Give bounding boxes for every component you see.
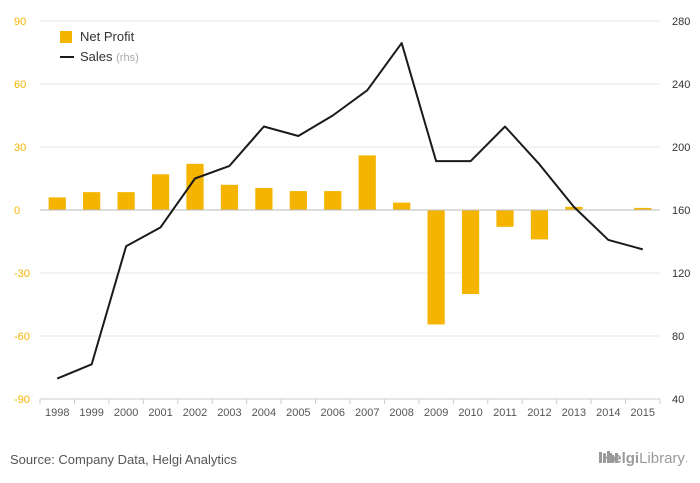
- bar: [220, 184, 239, 210]
- legend-swatch-net-profit: [60, 31, 72, 43]
- x-tick-label: 2002: [183, 407, 207, 419]
- y-left-tick-label: 60: [14, 79, 26, 91]
- legend-label-net-profit: Net Profit: [80, 29, 135, 44]
- y-left-tick-label: -30: [14, 268, 30, 280]
- y-left-tick-label: 90: [14, 16, 26, 28]
- bar: [461, 210, 480, 294]
- x-tick-label: 2015: [631, 407, 655, 419]
- x-tick-label: 2000: [114, 407, 138, 419]
- source-note: Source: Company Data, Helgi Analytics: [10, 452, 237, 467]
- bar: [151, 174, 170, 210]
- bar: [496, 210, 514, 227]
- sales-line: [56, 42, 644, 380]
- x-tick-label: 2009: [424, 407, 448, 419]
- legend-label-sales: Sales (rhs): [80, 49, 139, 64]
- bar: [186, 163, 204, 210]
- bar: [565, 206, 583, 210]
- y-right-tick-label: 280: [672, 16, 690, 28]
- x-tick-label: 2001: [148, 407, 172, 419]
- x-tick-label: 2008: [389, 407, 413, 419]
- x-tick-label: 2003: [217, 407, 241, 419]
- bar: [117, 192, 135, 210]
- legend-label-sales-suffix: (rhs): [116, 52, 139, 64]
- y-left-tick-label: 30: [14, 142, 26, 154]
- y-right-tick-label: 200: [672, 142, 690, 154]
- x-tick-label: 2014: [596, 407, 620, 419]
- x-tick-label: 2011: [493, 407, 517, 419]
- x-tick-label: 2007: [355, 407, 379, 419]
- x-tick-label: 2013: [562, 407, 586, 419]
- bar: [289, 191, 307, 210]
- bar: [324, 191, 342, 210]
- brand-dot: .: [684, 452, 688, 465]
- x-tick-label: 2010: [458, 407, 482, 419]
- x-tick-label: 2004: [252, 407, 276, 419]
- x-tick-label: 1999: [79, 407, 103, 419]
- bar: [48, 197, 66, 210]
- bar: [393, 202, 411, 210]
- x-tick-label: 2012: [527, 407, 551, 419]
- y-right-tick-label: 40: [672, 394, 684, 406]
- x-tick-label: 2005: [286, 407, 310, 419]
- x-tick-label: 2006: [321, 407, 345, 419]
- y-right-tick-label: 120: [672, 268, 690, 280]
- brand-logo: Helgi Library.: [598, 450, 688, 467]
- bar: [634, 207, 652, 210]
- y-right-tick-label: 240: [672, 79, 690, 91]
- y-right-tick-label: 80: [672, 331, 684, 343]
- y-right-tick-label: 160: [672, 205, 690, 217]
- bar: [255, 187, 273, 210]
- bar: [530, 210, 549, 240]
- x-tick-label: 1998: [45, 407, 69, 419]
- bar: [83, 192, 101, 210]
- brand-text-regular: Library: [639, 450, 685, 467]
- y-left-tick-label: -60: [14, 331, 30, 343]
- bar: [358, 155, 376, 210]
- bar: [427, 210, 445, 325]
- y-left-tick-label: 0: [14, 205, 20, 217]
- y-left-tick-label: -90: [14, 394, 30, 406]
